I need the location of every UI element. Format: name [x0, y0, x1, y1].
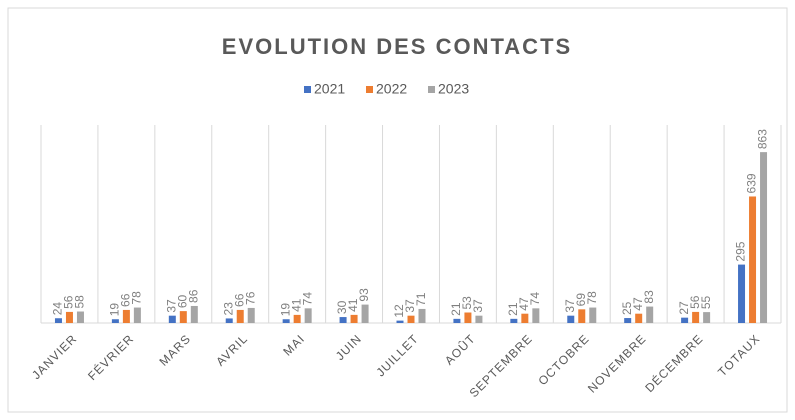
bar	[282, 319, 290, 323]
bar	[532, 308, 540, 323]
bar	[65, 311, 73, 323]
data-label: 37	[563, 299, 577, 313]
data-label: 60	[175, 294, 189, 308]
data-label: 37	[471, 299, 485, 313]
bar	[236, 309, 244, 323]
legend-swatch	[428, 86, 435, 93]
legend-label: 2021	[314, 81, 345, 97]
data-label: 19	[278, 303, 292, 317]
data-label: 71	[414, 292, 428, 306]
bar	[635, 313, 643, 323]
data-label: 83	[642, 290, 656, 304]
bar	[190, 305, 198, 323]
data-label: 25	[620, 301, 634, 315]
data-label: 78	[585, 291, 599, 305]
bar	[624, 318, 632, 323]
data-label: 37	[403, 299, 417, 313]
data-label: 295	[734, 241, 748, 261]
data-label: 66	[119, 293, 133, 307]
bar	[749, 196, 757, 323]
data-label: 21	[506, 302, 520, 316]
data-label: 23	[221, 302, 235, 316]
bar	[453, 318, 461, 323]
chart-title: EVOLUTION DES CONTACTS	[222, 34, 572, 59]
bar	[122, 309, 130, 323]
data-label: 78	[130, 291, 144, 305]
bar	[578, 309, 586, 323]
data-label: 863	[756, 129, 770, 149]
bar	[464, 312, 472, 323]
bar	[692, 311, 700, 323]
data-label: 41	[289, 298, 303, 312]
bar	[350, 314, 358, 323]
bar	[681, 317, 689, 323]
data-label: 37	[164, 299, 178, 313]
data-label: 86	[186, 289, 200, 303]
bar	[111, 319, 119, 323]
bar	[361, 304, 369, 323]
bar	[418, 308, 426, 323]
data-label: 74	[300, 292, 314, 306]
data-label: 93	[357, 288, 371, 302]
data-label: 47	[631, 297, 645, 311]
bar	[133, 307, 141, 323]
data-label: 12	[392, 304, 406, 318]
bar	[396, 320, 404, 323]
bar	[168, 315, 176, 323]
data-label: 76	[243, 291, 257, 305]
data-label: 27	[677, 301, 691, 315]
bar	[304, 308, 312, 323]
bar	[475, 315, 483, 323]
legend-swatch	[304, 86, 311, 93]
data-label: 56	[62, 295, 76, 309]
bar	[339, 317, 347, 323]
data-label: 30	[335, 300, 349, 314]
bar	[760, 152, 768, 323]
data-label: 639	[745, 173, 759, 193]
data-label: 19	[108, 303, 122, 317]
data-label: 55	[699, 295, 713, 309]
data-label: 56	[688, 295, 702, 309]
bar	[510, 318, 518, 323]
bar	[567, 315, 575, 323]
bar	[76, 311, 84, 323]
bar	[247, 307, 255, 323]
bar	[179, 311, 187, 323]
bar	[646, 306, 654, 323]
bar	[589, 307, 597, 323]
bar	[293, 314, 301, 323]
bar	[54, 318, 62, 323]
data-label: 41	[346, 298, 360, 312]
data-label: 58	[73, 295, 87, 309]
legend-swatch	[366, 86, 373, 93]
data-label: 47	[517, 297, 531, 311]
bar	[738, 264, 746, 323]
legend-label: 2023	[438, 81, 469, 97]
bar	[703, 312, 711, 323]
bar	[521, 313, 529, 323]
data-label: 66	[232, 293, 246, 307]
legend-label: 2022	[376, 81, 407, 97]
data-label: 21	[449, 302, 463, 316]
bar	[407, 315, 415, 323]
chart-border	[7, 7, 788, 413]
data-label: 69	[574, 293, 588, 307]
data-label: 24	[51, 302, 65, 316]
data-label: 74	[528, 292, 542, 306]
bar	[225, 318, 233, 323]
data-label: 53	[460, 296, 474, 310]
